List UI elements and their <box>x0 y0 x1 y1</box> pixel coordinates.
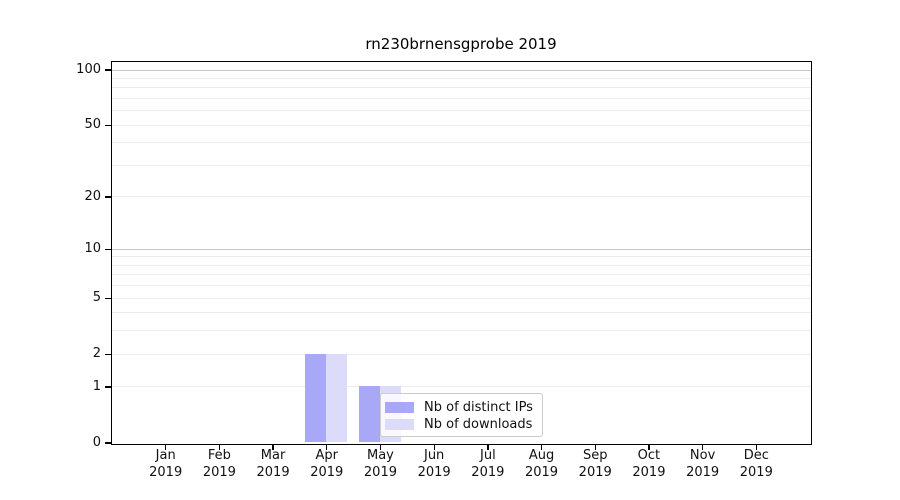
x-tick-month: Jul <box>480 448 496 463</box>
x-tick-mark <box>379 444 382 450</box>
x-tick-label: Dec 2019 <box>724 448 788 481</box>
y-tick-mark <box>105 442 111 444</box>
x-tick-year: 2019 <box>202 464 236 480</box>
x-tick-label: Nov 2019 <box>671 448 735 481</box>
x-tick-mark <box>272 444 274 450</box>
legend-label-downloads: Nb of downloads <box>424 416 533 432</box>
y-gridline-minor <box>111 110 811 112</box>
y-gridline-minor <box>111 124 811 126</box>
x-tick-year: 2019 <box>578 464 612 480</box>
x-tick-year: 2019 <box>256 464 290 480</box>
y-tick-mark <box>105 353 111 355</box>
x-tick-mark <box>433 444 435 450</box>
x-tick-year: 2019 <box>310 464 344 480</box>
y-gridline-minor <box>111 297 811 299</box>
x-tick-month: Dec <box>743 448 769 463</box>
x-tick-label: Aug 2019 <box>510 448 574 481</box>
y-gridline-minor <box>111 386 811 388</box>
x-tick-label: Apr 2019 <box>295 448 359 481</box>
x-tick-year: 2019 <box>632 464 666 480</box>
chart-title: rn230brnensgprobe 2019 <box>365 35 557 53</box>
y-tick-label: 2 <box>92 346 101 362</box>
x-tick-label: Mar 2019 <box>241 448 305 481</box>
y-gridline-minor <box>111 285 811 287</box>
x-tick-month: Nov <box>689 448 716 463</box>
x-tick-month: Sep <box>582 448 608 463</box>
x-tick-label: Sep 2019 <box>563 448 627 481</box>
y-tick-label: 0 <box>92 435 101 450</box>
y-gridline-minor <box>111 142 811 144</box>
legend-swatch-downloads <box>385 418 414 430</box>
y-tick-label: 50 <box>84 117 101 133</box>
y-tick-label: 5 <box>92 290 101 306</box>
y-gridline-minor <box>111 330 811 332</box>
y-tick-label: 1 <box>92 378 101 394</box>
bar-distinct-ips <box>305 353 327 443</box>
y-gridline-minor <box>111 274 811 276</box>
y-gridline-minor <box>111 87 811 89</box>
bar-downloads <box>326 353 348 443</box>
x-tick-label: Jun 2019 <box>402 448 466 481</box>
x-tick-mark <box>702 444 704 450</box>
x-tick-label: Jul 2019 <box>456 448 520 481</box>
x-tick-month: Apr <box>315 448 339 463</box>
plot-area <box>110 60 812 445</box>
x-tick-mark <box>487 444 489 450</box>
x-tick-label: Jan 2019 <box>134 448 198 481</box>
y-gridline-minor <box>111 77 811 79</box>
legend-entry-distinct-ips: Nb of distinct IPs <box>385 399 534 415</box>
bar-distinct-ips <box>358 386 380 443</box>
x-tick-mark <box>755 444 757 450</box>
x-tick-mark <box>326 444 328 450</box>
x-tick-year: 2019 <box>417 464 451 480</box>
legend-entry-downloads: Nb of downloads <box>385 416 534 432</box>
x-tick-mark <box>594 444 596 450</box>
x-tick-label: Oct 2019 <box>617 448 681 481</box>
y-gridline-minor <box>111 312 811 314</box>
x-tick-label: Feb 2019 <box>187 448 251 481</box>
y-tick-mark <box>105 386 111 388</box>
y-tick-label: 10 <box>84 241 101 257</box>
y-tick-label: 100 <box>76 62 101 77</box>
x-tick-mark <box>648 444 650 450</box>
y-gridline-major <box>111 69 811 71</box>
y-gridline-major <box>111 248 811 250</box>
x-tick-year: 2019 <box>524 464 559 480</box>
y-tick-label: 20 <box>84 188 101 204</box>
x-tick-month: Jan <box>155 448 176 463</box>
x-tick-month: Mar <box>260 448 286 463</box>
y-tick-mark <box>105 196 111 198</box>
y-gridline-minor <box>111 256 811 258</box>
x-tick-year: 2019 <box>363 464 397 480</box>
x-tick-month: Aug <box>528 448 555 463</box>
y-tick-mark <box>105 248 111 250</box>
x-tick-month: Jun <box>423 448 445 463</box>
y-gridline-minor <box>111 353 811 355</box>
x-tick-mark <box>218 444 221 450</box>
x-tick-month: Oct <box>637 448 661 463</box>
x-tick-year: 2019 <box>471 464 505 480</box>
legend: Nb of distinct IPs Nb of downloads <box>380 393 543 437</box>
y-gridline-minor <box>111 97 811 99</box>
y-tick-mark <box>105 69 111 71</box>
x-tick-year: 2019 <box>739 464 773 480</box>
legend-swatch-distinct-ips <box>385 401 414 413</box>
x-tick-label: May 2019 <box>348 448 412 481</box>
y-tick-mark <box>105 124 111 126</box>
x-tick-year: 2019 <box>686 464 720 480</box>
y-gridline-minor <box>111 196 811 198</box>
x-tick-month: May <box>367 448 394 463</box>
x-tick-month: Feb <box>207 448 231 463</box>
legend-label-distinct-ips: Nb of distinct IPs <box>424 399 533 415</box>
x-tick-year: 2019 <box>149 464 183 480</box>
y-gridline-minor <box>111 164 811 166</box>
x-tick-mark <box>165 444 167 450</box>
y-tick-mark <box>105 297 111 299</box>
y-gridline-minor <box>111 264 811 266</box>
x-tick-mark <box>540 444 543 450</box>
